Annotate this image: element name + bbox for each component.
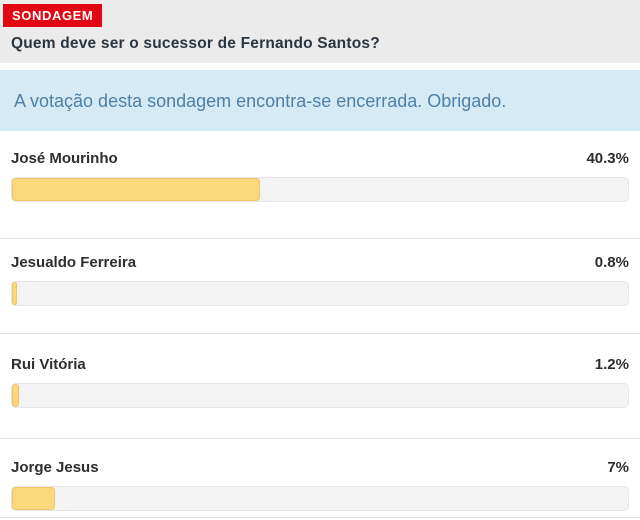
candidate-percentage: 0.8% — [594, 254, 629, 271]
poll-closed-notice: A votação desta sondagem encontra-se enc… — [0, 70, 640, 131]
poll-results: José Mourinho 40.3% Jesualdo Ferreira 0.… — [0, 131, 640, 518]
candidate-name: Rui Vitória — [11, 356, 86, 373]
candidate-name: José Mourinho — [11, 150, 118, 167]
poll-closed-notice-text: A votação desta sondagem encontra-se enc… — [14, 90, 507, 111]
poll-option-header: Jorge Jesus 7% — [11, 457, 629, 479]
poll-option-row: Jesualdo Ferreira 0.8% — [0, 239, 640, 334]
result-bar-track — [11, 281, 629, 306]
poll-badge: SONDAGEM — [3, 4, 103, 27]
result-bar-fill — [12, 384, 20, 407]
candidate-percentage: 7% — [607, 459, 629, 476]
poll-option-header: Jesualdo Ferreira 0.8% — [11, 252, 629, 274]
poll-option-header: Rui Vitória 1.2% — [11, 354, 629, 376]
candidate-percentage: 40.3% — [586, 150, 629, 167]
candidate-percentage: 1.2% — [594, 356, 629, 373]
poll-option-row: José Mourinho 40.3% — [0, 131, 640, 239]
header-gap — [0, 63, 640, 70]
poll-option-row: Jorge Jesus 7% — [0, 439, 640, 518]
candidate-name: Jorge Jesus — [11, 459, 99, 476]
result-bar-track — [11, 177, 629, 202]
result-bar-fill — [12, 487, 56, 510]
result-bar-fill — [12, 178, 261, 201]
result-bar-track — [11, 383, 629, 408]
candidate-name: Jesualdo Ferreira — [11, 254, 137, 271]
result-bar-track — [11, 486, 629, 511]
poll-question: Quem deve ser o sucessor de Fernando San… — [11, 35, 380, 52]
poll-header: SONDAGEM Quem deve ser o sucessor de Fer… — [0, 0, 640, 63]
poll-option-header: José Mourinho 40.3% — [11, 148, 629, 170]
result-bar-fill — [12, 282, 17, 305]
poll-option-row: Rui Vitória 1.2% — [0, 334, 640, 439]
